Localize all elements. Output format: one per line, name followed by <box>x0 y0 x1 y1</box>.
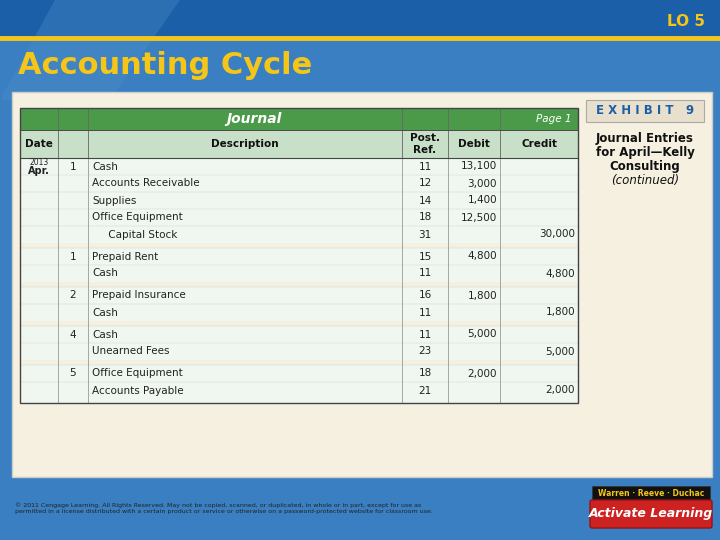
Text: 1,400: 1,400 <box>467 195 497 206</box>
FancyBboxPatch shape <box>592 486 710 500</box>
FancyBboxPatch shape <box>20 265 578 282</box>
Text: for April—Kelly: for April—Kelly <box>595 146 694 159</box>
FancyBboxPatch shape <box>20 108 578 130</box>
Text: Post.
Ref.: Post. Ref. <box>410 133 440 155</box>
Text: E X H I B I T   9: E X H I B I T 9 <box>596 105 694 118</box>
Text: 12: 12 <box>418 179 431 188</box>
Text: Accounts Payable: Accounts Payable <box>92 386 184 395</box>
Text: Date: Date <box>25 139 53 149</box>
FancyBboxPatch shape <box>20 226 578 243</box>
FancyBboxPatch shape <box>20 192 578 209</box>
Text: 1,800: 1,800 <box>467 291 497 300</box>
Text: Accounting Cycle: Accounting Cycle <box>18 51 312 79</box>
Text: (continued): (continued) <box>611 174 679 187</box>
FancyBboxPatch shape <box>20 209 578 226</box>
Text: Office Equipment: Office Equipment <box>92 213 183 222</box>
Text: 12,500: 12,500 <box>461 213 497 222</box>
Text: Cash: Cash <box>92 329 118 340</box>
Text: 1: 1 <box>70 252 76 261</box>
Text: Prepaid Rent: Prepaid Rent <box>92 252 158 261</box>
Text: 15: 15 <box>418 252 431 261</box>
Text: 18: 18 <box>418 213 431 222</box>
Text: Cash: Cash <box>92 161 118 172</box>
FancyBboxPatch shape <box>590 500 712 528</box>
Text: 16: 16 <box>418 291 431 300</box>
Text: Cash: Cash <box>92 307 118 318</box>
Text: Credit: Credit <box>521 139 557 149</box>
Text: 3,000: 3,000 <box>467 179 497 188</box>
Text: Capital Stock: Capital Stock <box>92 230 177 240</box>
FancyBboxPatch shape <box>20 158 578 175</box>
Text: Debit: Debit <box>458 139 490 149</box>
Text: 5,000: 5,000 <box>467 329 497 340</box>
Text: 31: 31 <box>418 230 431 240</box>
Text: 2013: 2013 <box>30 158 49 167</box>
FancyBboxPatch shape <box>20 399 578 403</box>
Text: Page 1: Page 1 <box>536 114 572 124</box>
Text: © 2011 Cengage Learning. All Rights Reserved. May not be copied, scanned, or dup: © 2011 Cengage Learning. All Rights Rese… <box>15 502 433 514</box>
Text: 4,800: 4,800 <box>545 268 575 279</box>
Text: 30,000: 30,000 <box>539 230 575 240</box>
FancyBboxPatch shape <box>20 130 578 158</box>
Text: 4,800: 4,800 <box>467 252 497 261</box>
Text: 2,000: 2,000 <box>546 386 575 395</box>
Text: Warren · Reeve · Duchac: Warren · Reeve · Duchac <box>598 489 704 497</box>
Text: 1,800: 1,800 <box>545 307 575 318</box>
Text: 18: 18 <box>418 368 431 379</box>
Text: 4: 4 <box>70 329 76 340</box>
Text: 11: 11 <box>418 161 431 172</box>
Text: 11: 11 <box>418 268 431 279</box>
Text: 23: 23 <box>418 347 431 356</box>
Text: Apr.: Apr. <box>28 166 50 177</box>
Text: Supplies: Supplies <box>92 195 136 206</box>
FancyBboxPatch shape <box>20 287 578 304</box>
Text: 2,000: 2,000 <box>467 368 497 379</box>
FancyBboxPatch shape <box>20 175 578 192</box>
Text: Accounts Receivable: Accounts Receivable <box>92 179 199 188</box>
FancyBboxPatch shape <box>20 248 578 265</box>
FancyBboxPatch shape <box>0 0 720 36</box>
FancyBboxPatch shape <box>20 382 578 399</box>
Text: Journal Entries: Journal Entries <box>596 132 694 145</box>
Text: Description: Description <box>211 139 279 149</box>
FancyBboxPatch shape <box>20 343 578 360</box>
FancyBboxPatch shape <box>12 92 712 477</box>
Text: 11: 11 <box>418 329 431 340</box>
Text: Cash: Cash <box>92 268 118 279</box>
Text: 2: 2 <box>70 291 76 300</box>
Text: 11: 11 <box>418 307 431 318</box>
Text: 5,000: 5,000 <box>546 347 575 356</box>
Text: Consulting: Consulting <box>610 160 680 173</box>
FancyBboxPatch shape <box>20 365 578 382</box>
Text: LO 5: LO 5 <box>667 14 705 29</box>
Text: Activate Learning: Activate Learning <box>589 508 713 521</box>
Text: 1: 1 <box>70 161 76 172</box>
Polygon shape <box>0 0 180 100</box>
Text: Office Equipment: Office Equipment <box>92 368 183 379</box>
Text: Unearned Fees: Unearned Fees <box>92 347 169 356</box>
FancyBboxPatch shape <box>20 304 578 321</box>
Text: 13,100: 13,100 <box>461 161 497 172</box>
FancyBboxPatch shape <box>586 100 704 122</box>
FancyBboxPatch shape <box>20 326 578 343</box>
Text: 5: 5 <box>70 368 76 379</box>
Text: Prepaid Insurance: Prepaid Insurance <box>92 291 186 300</box>
Text: 14: 14 <box>418 195 431 206</box>
Text: Journal: Journal <box>227 112 282 126</box>
Text: 21: 21 <box>418 386 431 395</box>
